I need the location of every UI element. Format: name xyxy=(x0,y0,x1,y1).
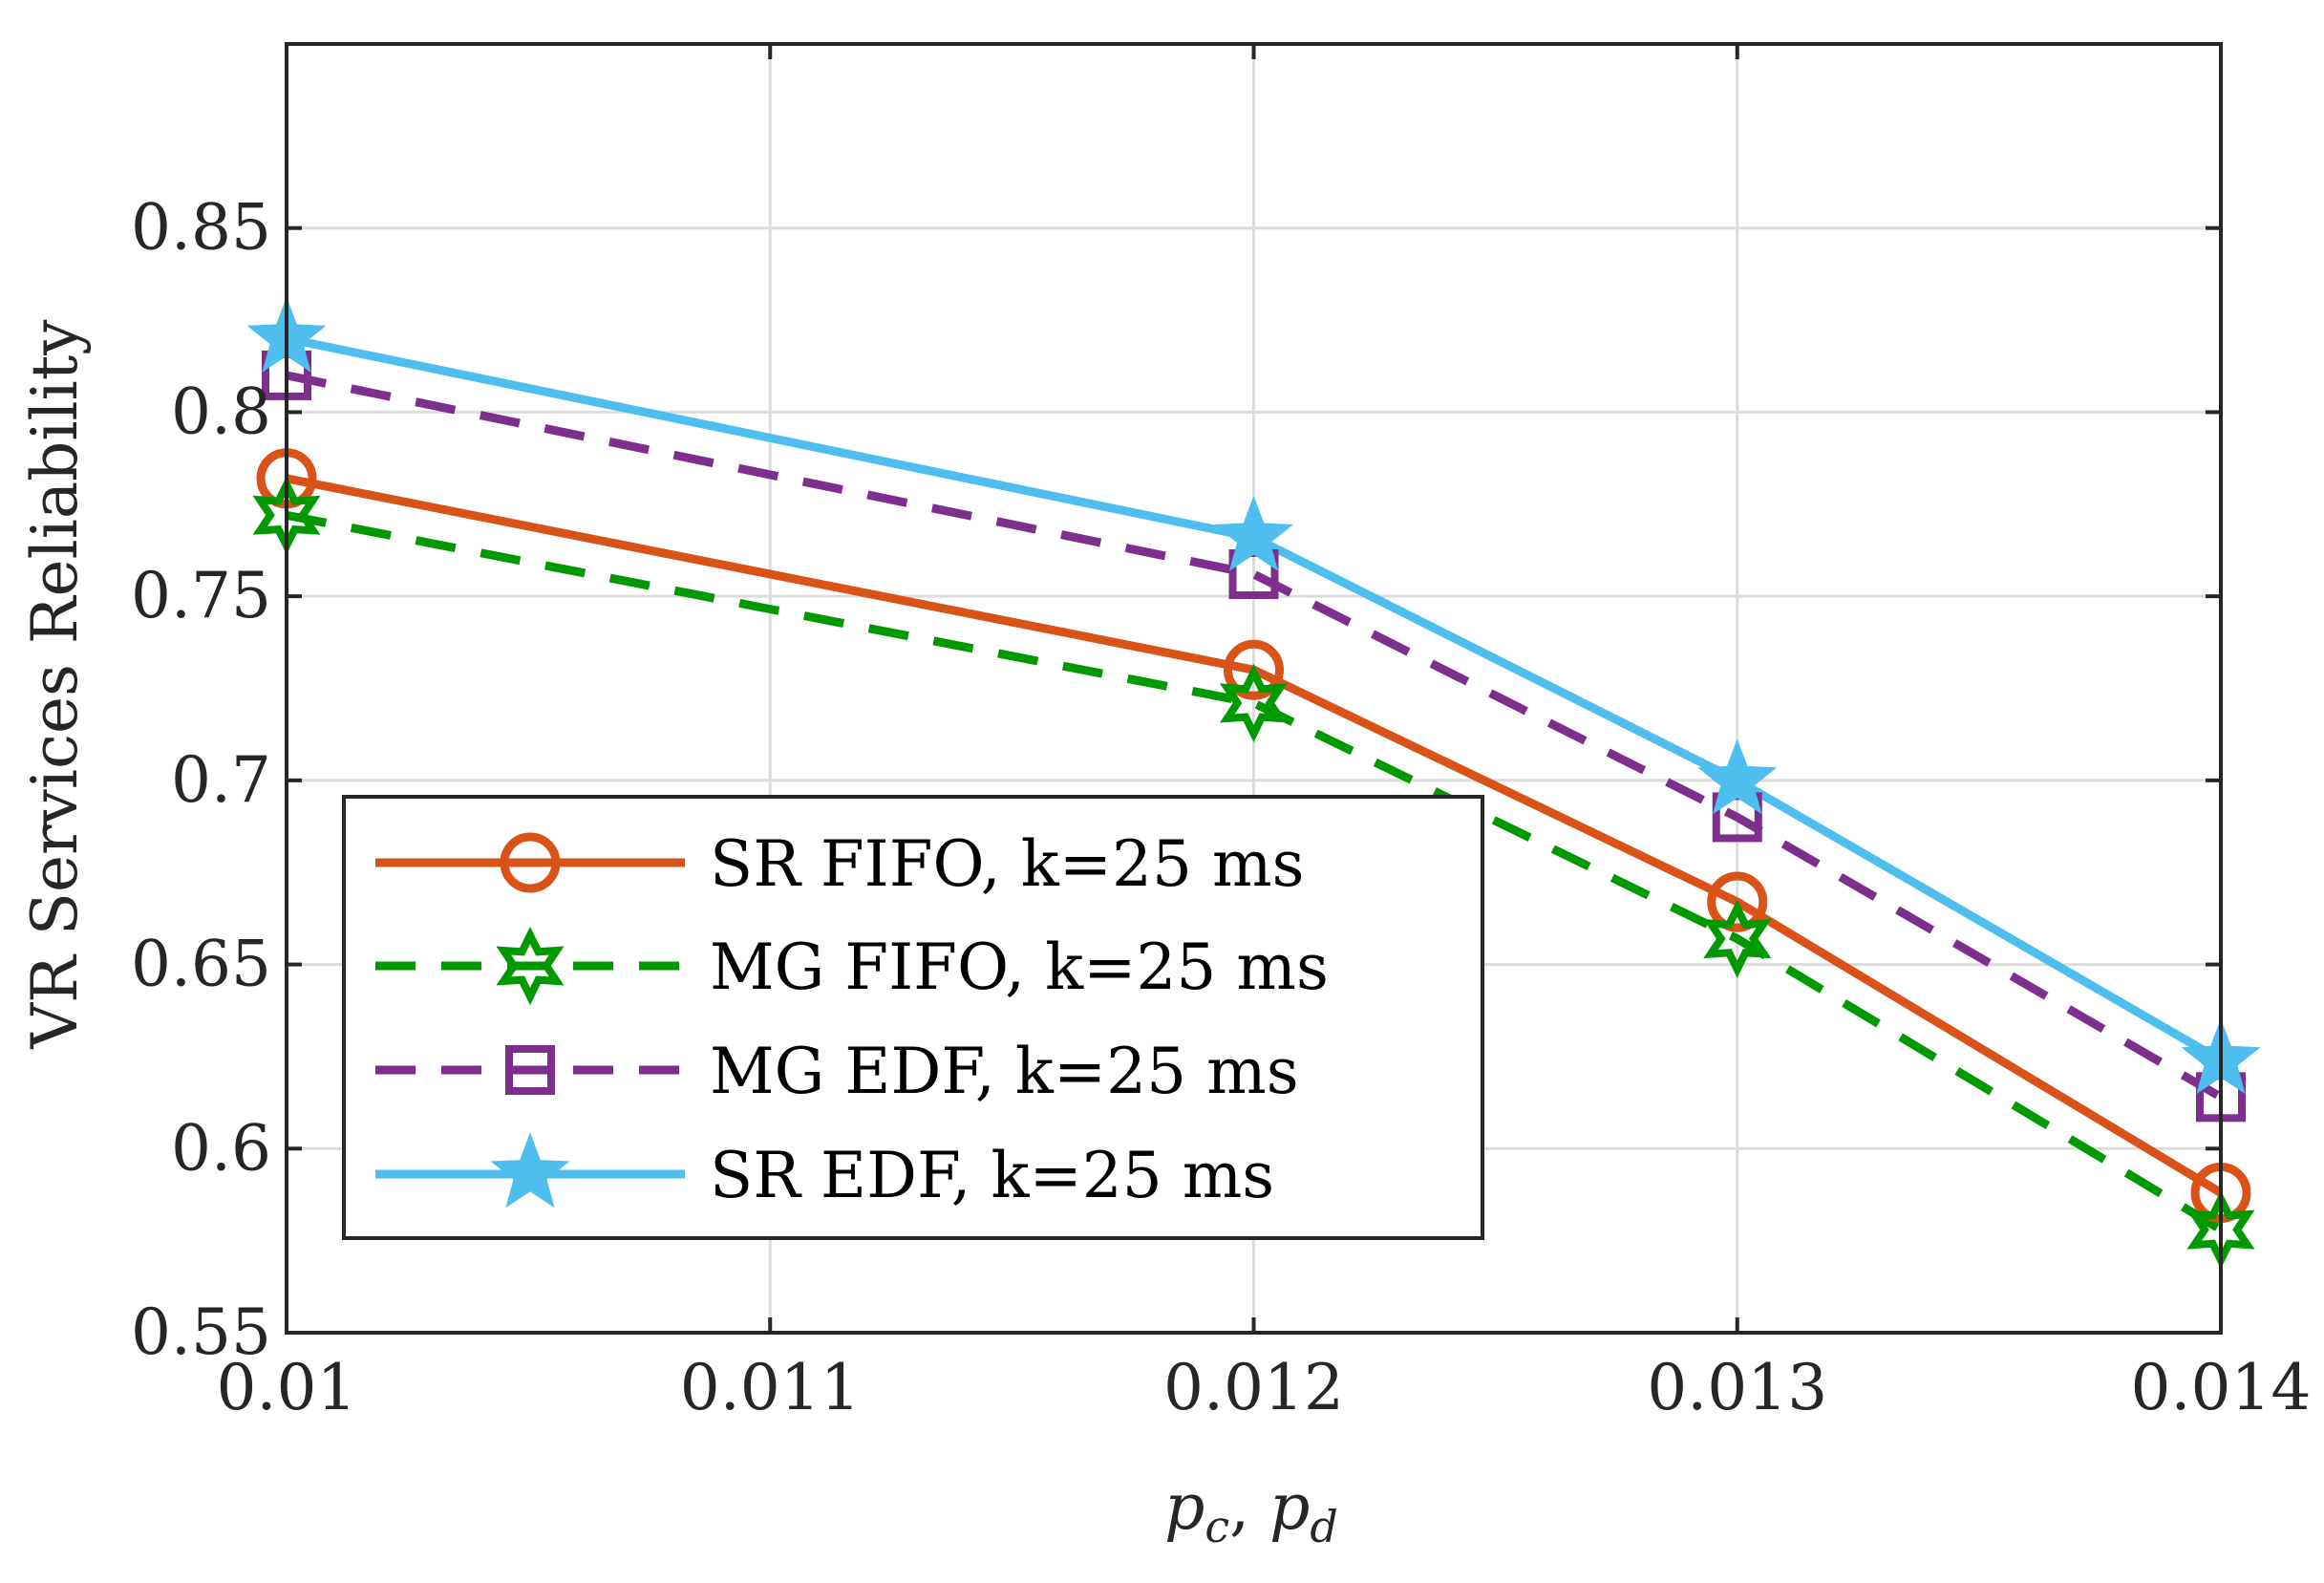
legend-label: MG FIFO, k=25 ms xyxy=(710,931,1329,1004)
legend-entries: SR FIFO, k=25 ms MG FIFO, k=25 ms MG EDF, … xyxy=(375,827,1329,1212)
legend-marker xyxy=(505,1045,555,1095)
legend-label: MG EDF, k=25 ms xyxy=(710,1035,1299,1108)
data-point-marker xyxy=(1703,899,1772,978)
series-line xyxy=(286,333,2224,1064)
x-tick-label: 0.012 xyxy=(1163,1351,1344,1424)
series-line xyxy=(286,371,2224,1102)
data-point-marker xyxy=(1219,663,1289,742)
x-tick-label: 0.014 xyxy=(2131,1351,2312,1424)
legend-marker xyxy=(496,926,565,1006)
data-point-marker xyxy=(1224,639,1284,700)
y-tick-label: 0.85 xyxy=(131,191,271,265)
series-line xyxy=(286,474,2224,1197)
legend-label: SR FIFO, k=25 ms xyxy=(710,827,1304,901)
y-tick-label: 0.8 xyxy=(171,374,271,448)
legend-marker xyxy=(490,1132,570,1209)
x-tick-label: 0.01 xyxy=(217,1351,357,1424)
series-lines xyxy=(286,333,2224,1233)
y-axis-label: VR Services Reliability xyxy=(18,319,92,1050)
data-point-marker xyxy=(1213,495,1294,571)
y-tick-label: 0.65 xyxy=(131,928,271,1001)
x-axis-label: pc, pd xyxy=(1164,1470,1338,1552)
y-tick-labels: 0.55 0.6 0.65 0.7 0.75 0.8 0.85 xyxy=(131,191,271,1369)
series-line xyxy=(286,510,2224,1233)
y-tick-label: 0.7 xyxy=(171,743,271,817)
legend: SR FIFO, k=25 ms MG FIFO, k=25 ms MG EDF, … xyxy=(342,795,1484,1240)
legend-marker xyxy=(500,832,561,893)
legend-label: SR EDF, k=25 ms xyxy=(710,1139,1274,1212)
x-tick-labels: 0.01 0.011 0.012 0.013 0.014 xyxy=(217,1351,2312,1424)
x-tick-label: 0.011 xyxy=(680,1351,861,1424)
data-point-marker xyxy=(1707,871,1768,932)
y-tick-label: 0.6 xyxy=(171,1111,271,1185)
x-tick-label: 0.013 xyxy=(1647,1351,1827,1424)
y-tick-label: 0.75 xyxy=(131,559,271,632)
y-tick-label: 0.55 xyxy=(131,1295,271,1369)
axis-ticks xyxy=(285,44,2223,1335)
data-point-marker xyxy=(1697,738,1778,815)
